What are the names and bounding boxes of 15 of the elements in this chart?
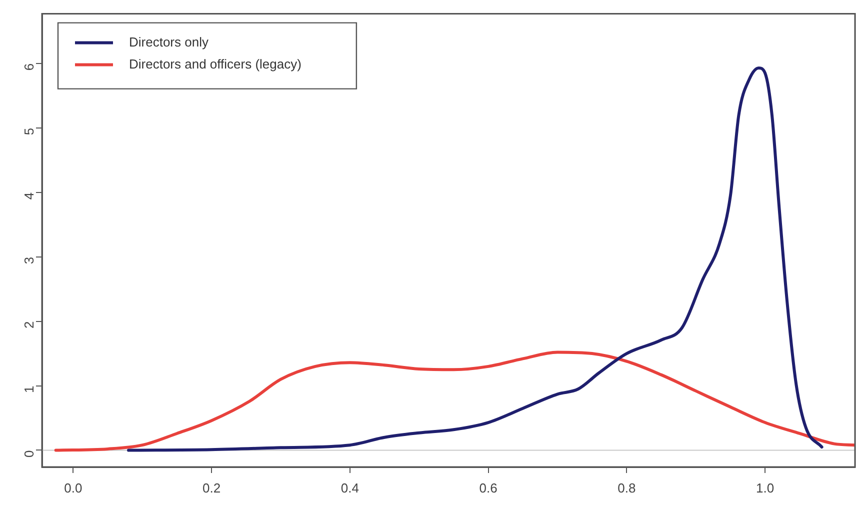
x-tick-label: 0.0: [64, 480, 82, 496]
y-tick-label: 4: [22, 192, 37, 200]
x-tick-label: 0.6: [479, 480, 498, 496]
x-tick-label: 0.4: [340, 480, 359, 496]
legend-label: Directors only: [129, 34, 209, 50]
x-tick-label: 0.8: [618, 480, 636, 496]
legend-label: Directors and officers (legacy): [129, 56, 302, 72]
y-tick-label: 1: [22, 386, 37, 394]
x-tick-label: 0.2: [202, 480, 221, 496]
y-tick-label: 5: [22, 128, 37, 136]
y-tick-label: 6: [22, 63, 37, 71]
y-tick-label: 0: [22, 450, 37, 458]
x-tick-label: 1.0: [756, 480, 774, 496]
y-tick-label: 3: [22, 256, 37, 264]
y-tick-label: 2: [22, 321, 37, 329]
